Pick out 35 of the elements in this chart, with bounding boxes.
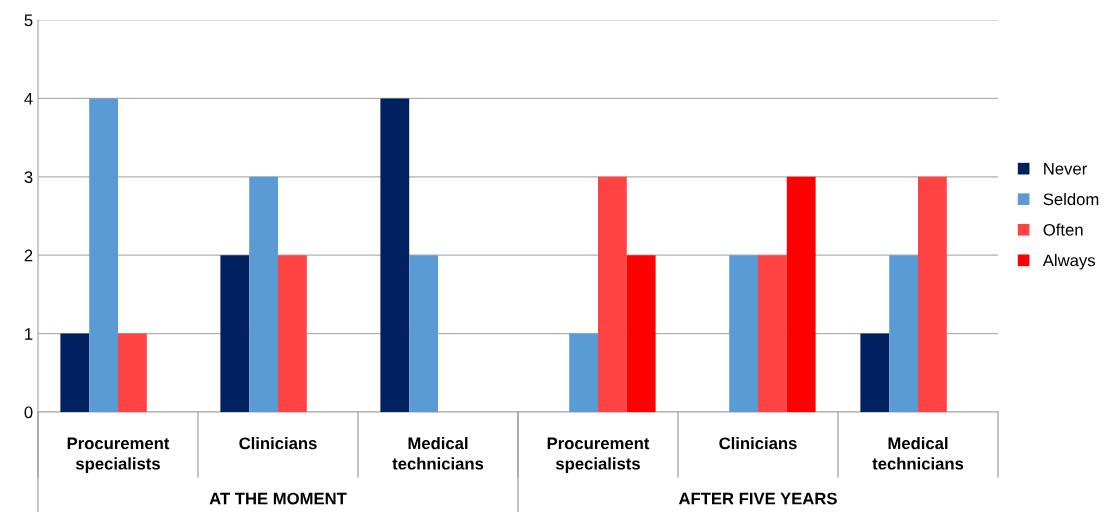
legend-label: Always	[1042, 254, 1095, 270]
bar	[118, 333, 147, 412]
y-tick-label: 2	[24, 249, 33, 262]
y-tick-label: 4	[24, 92, 33, 105]
legend-label: Seldom	[1043, 192, 1099, 206]
legend-label: Never	[1044, 163, 1087, 175]
bar	[278, 255, 307, 412]
bar	[860, 333, 890, 412]
bar	[249, 176, 278, 412]
legend-label: Often	[1043, 223, 1083, 236]
text: AT THE MOMENT	[209, 492, 347, 505]
x-tick-label: Procurement specialists	[67, 437, 170, 473]
bar	[89, 98, 118, 412]
y-tick-label: 5	[24, 14, 33, 27]
y-tick-label: 1	[25, 328, 33, 340]
x-tick-label: Medical technicians	[392, 437, 484, 470]
bar	[60, 333, 90, 412]
bar	[220, 255, 250, 412]
y-tick-label: 0	[24, 406, 33, 419]
bar	[729, 255, 758, 412]
bar	[918, 176, 947, 412]
bar	[569, 333, 598, 412]
bar	[889, 255, 918, 412]
text: AFTER FIVE YEARS	[678, 492, 837, 505]
bar	[758, 255, 787, 412]
y-tick-label: 3	[24, 171, 33, 183]
bar	[598, 176, 627, 412]
x-tick-label: Clinicians	[239, 437, 317, 450]
x-tick-label: Medical technicians	[872, 437, 964, 470]
bar	[380, 98, 410, 412]
bar	[786, 176, 816, 412]
x-tick-label: Procurement specialists	[547, 437, 650, 473]
bar	[409, 255, 438, 412]
bar	[626, 255, 656, 412]
x-tick-label: Clinicians	[719, 437, 797, 450]
